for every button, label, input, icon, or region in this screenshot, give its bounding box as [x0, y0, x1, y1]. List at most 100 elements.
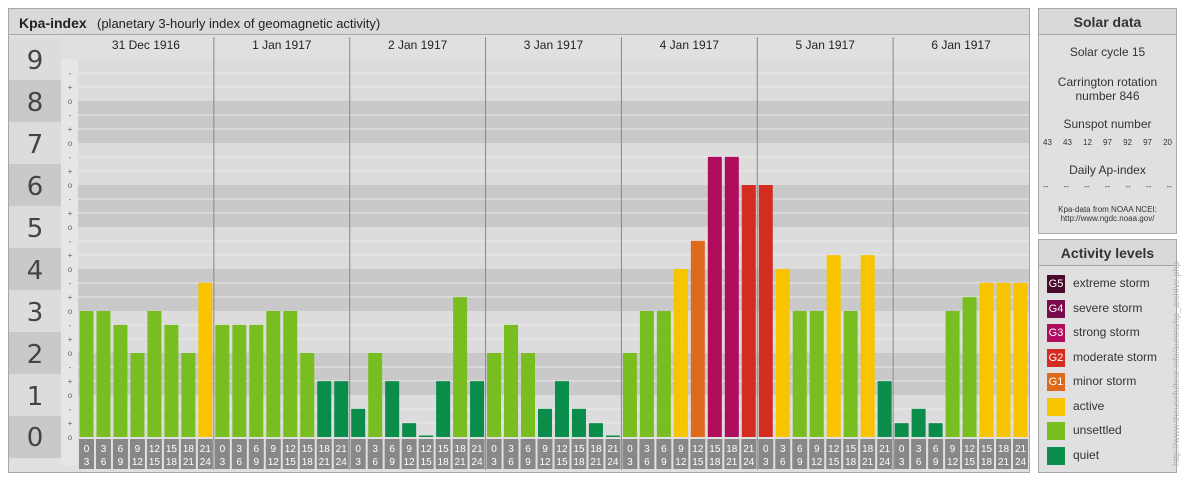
sunspot-value: 43 — [1063, 138, 1072, 147]
legend-swatch — [1047, 397, 1065, 416]
carrington-rotation-number: number 846 — [1075, 89, 1140, 103]
interval-label-box — [639, 439, 655, 469]
interval-label-box — [894, 439, 910, 469]
minor-tick-label: o — [68, 223, 73, 232]
kp-band — [78, 143, 1029, 185]
activity-levels-panel: Activity levels G5 extreme storm G4 severe … — [1038, 239, 1177, 473]
interval-end-label: 3 — [220, 457, 226, 468]
minor-tick-label: + — [68, 335, 73, 344]
kp-bar — [571, 408, 586, 437]
interval-start-label: 15 — [302, 444, 314, 455]
interval-label-box — [860, 439, 876, 469]
interval-label-box — [231, 439, 247, 469]
y-tick-label: 2 — [27, 340, 44, 370]
interval-start-label: 3 — [508, 444, 514, 455]
interval-end-label: 15 — [828, 457, 840, 468]
interval-start-label: 21 — [200, 444, 212, 455]
interval-end-label: 12 — [947, 457, 959, 468]
kp-bar — [809, 311, 824, 437]
y-tick-label: 9 — [27, 46, 44, 76]
interval-label-box — [554, 439, 570, 469]
minor-tick-label: o — [68, 433, 73, 442]
interval-end-label: 12 — [132, 457, 144, 468]
kp-bar — [283, 311, 298, 437]
kp-bar — [232, 324, 247, 437]
kp-bar — [113, 324, 128, 437]
interval-start-label: 3 — [916, 444, 922, 455]
interval-start-label: 21 — [879, 444, 891, 455]
minor-tick-label: o — [68, 391, 73, 400]
interval-end-label: 15 — [556, 457, 568, 468]
interval-end-label: 6 — [508, 457, 514, 468]
interval-start-label: 21 — [743, 444, 755, 455]
interval-end-label: 24 — [743, 457, 755, 468]
interval-end-label: 12 — [404, 457, 416, 468]
interval-start-label: 3 — [780, 444, 786, 455]
interval-label-box — [486, 439, 502, 469]
interval-start-label: 21 — [472, 444, 484, 455]
minor-tick-label: o — [68, 307, 73, 316]
legend-label: quiet — [1073, 447, 1100, 462]
minor-tick-label: - — [69, 69, 72, 78]
minor-tick-label: - — [69, 405, 72, 414]
y-label-band — [9, 416, 61, 458]
interval-end-label: 18 — [709, 457, 721, 468]
day-header-strip — [78, 37, 1029, 52]
minor-tick-column — [61, 59, 78, 465]
interval-label-box — [248, 439, 264, 469]
ap-index-values: -- -- -- -- -- -- -- — [1043, 182, 1172, 191]
interval-start-label: 9 — [271, 444, 277, 455]
interval-label-box — [945, 439, 961, 469]
kp-bar — [351, 408, 366, 437]
interval-end-label: 12 — [539, 457, 551, 468]
interval-start-label: 15 — [845, 444, 857, 455]
kp-band — [78, 101, 1029, 143]
legend-label: moderate storm — [1073, 349, 1158, 364]
kp-bar — [334, 381, 349, 437]
interval-start-label: 3 — [644, 444, 650, 455]
interval-start-label: 21 — [336, 444, 348, 455]
minor-tick-label: + — [68, 419, 73, 428]
interval-label-box — [537, 439, 553, 469]
interval-start-label: 3 — [372, 444, 378, 455]
minor-tick-label: - — [69, 321, 72, 330]
kp-bar — [79, 311, 94, 437]
interval-end-label: 9 — [797, 457, 803, 468]
interval-start-label: 9 — [135, 444, 141, 455]
minor-tick-label: + — [68, 293, 73, 302]
minor-tick-label: - — [69, 153, 72, 162]
interval-end-label: 15 — [964, 457, 976, 468]
interval-label-box — [146, 439, 162, 469]
y-tick-label: 0 — [27, 423, 44, 453]
legend-swatch: G5 — [1047, 275, 1065, 293]
interval-end-label: 9 — [661, 457, 667, 468]
interval-start-label: 0 — [84, 444, 90, 455]
minor-tick-label: o — [68, 349, 73, 358]
solar-data-header: Solar data — [1039, 9, 1176, 35]
kp-bar — [453, 297, 468, 437]
data-source-url: http://www.ngdc.noaa.gov/ — [1060, 214, 1155, 223]
interval-start-label: 6 — [933, 444, 939, 455]
interval-start-label: 6 — [118, 444, 124, 455]
interval-end-label: 18 — [166, 457, 178, 468]
kp-bar — [741, 185, 756, 437]
legend-swatch — [1047, 422, 1065, 440]
interval-start-label: 12 — [285, 444, 297, 455]
interval-label-box — [95, 439, 111, 469]
kp-bar — [147, 311, 162, 437]
source-watermark: http://www.theusefultear.info/aurora/kp_… — [1171, 261, 1181, 466]
kp-bar — [317, 381, 332, 437]
interval-label-box — [843, 439, 859, 469]
interval-start-label: 9 — [950, 444, 956, 455]
ap-index-value: -- — [1166, 182, 1172, 191]
interval-end-label: 18 — [438, 457, 450, 468]
y-label-band — [9, 248, 61, 290]
interval-start-label: 6 — [254, 444, 260, 455]
interval-label-box — [418, 439, 434, 469]
kp-bar — [436, 381, 451, 437]
interval-end-label: 12 — [811, 457, 823, 468]
kp-bar — [181, 353, 196, 437]
interval-start-label: 0 — [355, 444, 361, 455]
interval-end-label: 15 — [285, 457, 297, 468]
interval-label-box — [316, 439, 332, 469]
